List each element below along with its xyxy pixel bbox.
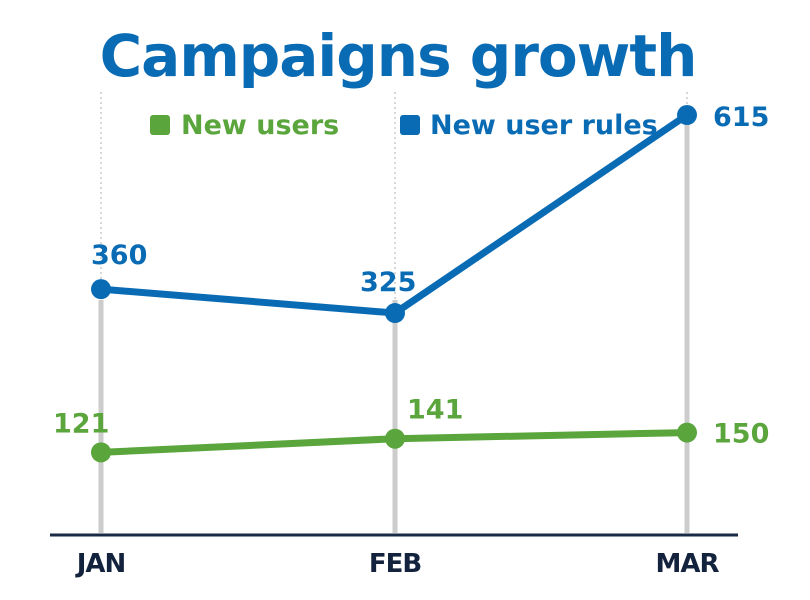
- legend: New users New user rules: [150, 110, 658, 141]
- series-layer: 121 141 150 360 325 615: [53, 102, 769, 463]
- data-point-new-users-jan: [91, 442, 111, 463]
- x-tick-label-feb: FEB: [369, 549, 421, 579]
- x-tick-label-jan: JAN: [75, 549, 126, 579]
- chart-title: Campaigns growth: [100, 22, 697, 90]
- data-label-new-users-mar: 150: [713, 419, 769, 450]
- data-label-new-user-rules-feb: 325: [360, 267, 416, 298]
- data-label-new-user-rules-mar: 615: [713, 102, 769, 133]
- data-label-new-users-jan: 121: [53, 408, 109, 439]
- legend-swatch-new-users: [150, 115, 170, 135]
- data-point-new-users-mar: [677, 422, 697, 443]
- data-label-new-user-rules-jan: 360: [91, 240, 147, 271]
- data-label-new-users-feb: 141: [407, 395, 463, 426]
- gridlines: [98, 92, 690, 533]
- data-point-new-users-feb: [385, 428, 405, 449]
- legend-swatch-new-user-rules: [400, 115, 420, 135]
- x-axis-ticks: JAN FEB MAR: [75, 549, 721, 579]
- legend-label-new-users: New users: [181, 110, 339, 141]
- x-tick-label-mar: MAR: [655, 549, 719, 579]
- data-point-new-user-rules-mar: [677, 105, 697, 126]
- legend-label-new-user-rules: New user rules: [430, 110, 658, 141]
- data-point-new-user-rules-feb: [385, 303, 405, 324]
- data-point-new-user-rules-jan: [91, 279, 111, 300]
